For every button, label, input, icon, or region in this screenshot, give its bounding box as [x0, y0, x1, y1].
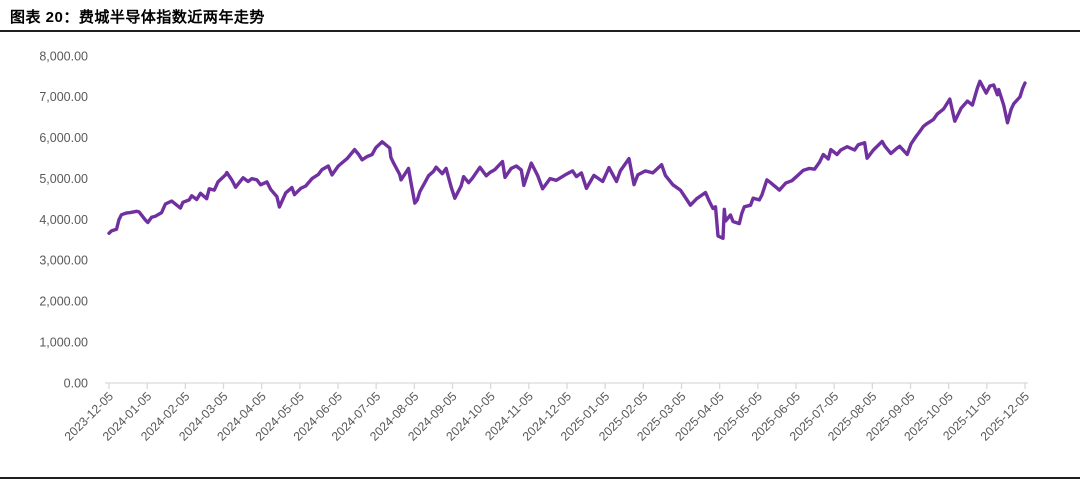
y-axis-tick-label: 7,000.00: [39, 90, 88, 104]
y-axis-tick-label: 1,000.00: [39, 335, 88, 349]
y-axis-tick-label: 8,000.00: [39, 49, 88, 63]
chart-title: 图表 20：费城半导体指数近两年走势: [10, 9, 265, 26]
y-axis-tick-label: 6,000.00: [39, 131, 88, 145]
y-axis-tick-label: 5,000.00: [39, 172, 88, 186]
index-line-series: [107, 79, 1027, 241]
y-axis-tick-label: 4,000.00: [39, 213, 88, 227]
y-axis-tick-label: 3,000.00: [39, 254, 88, 268]
bottom-divider: [0, 477, 1080, 479]
title-divider: [0, 30, 1080, 32]
y-axis-tick-label: 0.00: [64, 376, 88, 390]
y-axis-tick-label: 2,000.00: [39, 295, 88, 309]
